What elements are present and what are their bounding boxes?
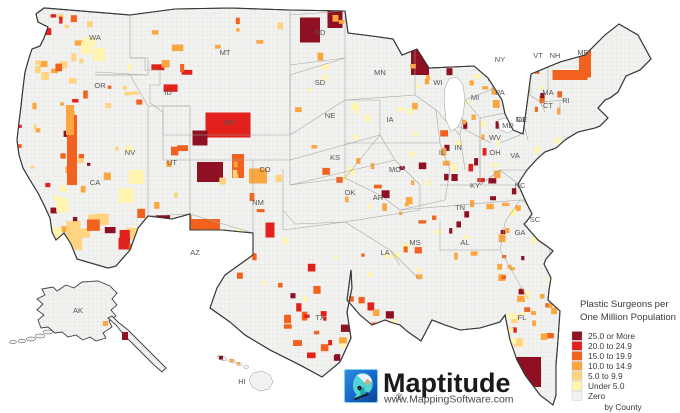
svg-text:AK: AK: [73, 306, 83, 315]
svg-text:VT: VT: [533, 51, 543, 60]
svg-text:IL: IL: [439, 148, 445, 157]
svg-text:DE: DE: [517, 115, 527, 124]
svg-text:NE: NE: [325, 111, 335, 120]
svg-text:KS: KS: [330, 153, 340, 162]
svg-text:AR: AR: [373, 193, 384, 202]
svg-text:25.0 or More: 25.0 or More: [588, 331, 635, 341]
svg-text:WA: WA: [89, 33, 101, 42]
svg-text:5.0 to 9.9: 5.0 to 9.9: [588, 371, 623, 381]
svg-text:FL: FL: [518, 313, 527, 322]
svg-text:MO: MO: [389, 165, 401, 174]
svg-text:NV: NV: [125, 148, 135, 157]
svg-text:WI: WI: [433, 78, 442, 87]
svg-text:WV: WV: [489, 133, 501, 142]
svg-text:MI: MI: [471, 93, 479, 102]
svg-text:ND: ND: [315, 28, 326, 37]
svg-text:TN: TN: [455, 203, 465, 212]
svg-text:SD: SD: [315, 78, 326, 87]
svg-text:PA: PA: [495, 88, 504, 97]
svg-text:One Million Population: One Million Population: [580, 312, 676, 323]
svg-text:www.MappingSoftware.com: www.MappingSoftware.com: [383, 394, 514, 406]
svg-text:HI: HI: [238, 377, 246, 386]
svg-text:10.0 to 14.9: 10.0 to 14.9: [588, 361, 632, 371]
svg-text:Zero: Zero: [588, 391, 605, 401]
svg-text:UT: UT: [167, 158, 177, 167]
svg-text:AL: AL: [460, 238, 469, 247]
svg-text:by County: by County: [604, 402, 642, 412]
svg-text:NY: NY: [495, 55, 505, 64]
svg-text:IA: IA: [386, 115, 393, 124]
svg-text:GA: GA: [515, 228, 526, 237]
svg-text:OH: OH: [489, 148, 500, 157]
svg-text:MN: MN: [374, 68, 386, 77]
svg-text:NM: NM: [252, 198, 264, 207]
svg-text:MD: MD: [502, 121, 514, 130]
svg-text:CA: CA: [90, 178, 100, 187]
svg-text:ID: ID: [164, 88, 172, 97]
svg-text:ME: ME: [577, 48, 588, 57]
svg-text:IN: IN: [454, 143, 462, 152]
svg-text:Under 5.0: Under 5.0: [588, 381, 625, 391]
svg-text:20.0 to 24.9: 20.0 to 24.9: [588, 341, 632, 351]
svg-text:MS: MS: [409, 238, 420, 247]
svg-text:NH: NH: [550, 51, 561, 60]
svg-text:KY: KY: [470, 181, 480, 190]
svg-text:AZ: AZ: [190, 248, 200, 257]
svg-text:NC: NC: [515, 181, 526, 190]
svg-text:VA: VA: [510, 151, 519, 160]
svg-text:CT: CT: [543, 101, 553, 110]
svg-text:WY: WY: [224, 118, 236, 127]
svg-text:OK: OK: [345, 188, 356, 197]
svg-text:OR: OR: [94, 81, 106, 90]
svg-text:Plastic Surgeons per: Plastic Surgeons per: [580, 299, 669, 310]
svg-text:RI: RI: [562, 96, 570, 105]
svg-text:15.0 to 19.9: 15.0 to 19.9: [588, 351, 632, 361]
svg-text:MT: MT: [220, 48, 231, 57]
svg-text:CO: CO: [259, 165, 270, 174]
svg-text:SC: SC: [530, 215, 541, 224]
svg-text:LA: LA: [380, 248, 389, 257]
svg-text:MA: MA: [542, 88, 553, 97]
svg-text:TX: TX: [315, 313, 325, 322]
